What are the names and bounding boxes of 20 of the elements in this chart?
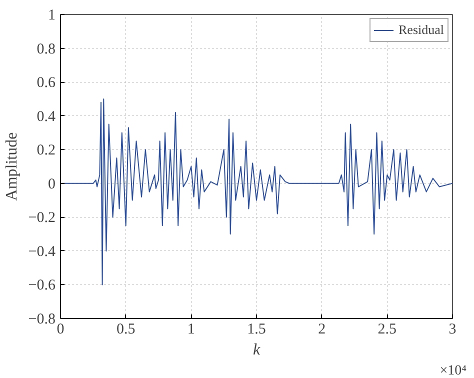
y-tick-label: −0.2 [28, 210, 56, 226]
y-tick-label: −0.6 [28, 278, 56, 294]
y-tick-label: 0 [48, 176, 56, 192]
y-tick-label: 0.2 [36, 142, 56, 159]
y-axis-title: Amplitude [3, 132, 20, 201]
y-tick-label: 0.4 [36, 108, 56, 125]
text: ×10⁴ [440, 364, 467, 378]
legend-label: Residual [398, 22, 444, 38]
x-tick-label: 1 [187, 322, 195, 338]
x-tick-label: 1.5 [247, 322, 266, 338]
y-tick-label: 1 [48, 8, 56, 24]
x-tick-label: 2 [318, 322, 326, 338]
y-tick-label: −0.8 [28, 312, 56, 328]
x-tick-label: 3 [448, 322, 456, 338]
x-axis-title: k [252, 342, 261, 358]
x-tick-label: 0.5 [116, 322, 136, 338]
y-tick-label: −0.4 [28, 244, 56, 260]
y-tick-label: 0.6 [36, 75, 56, 92]
y-tick-label: 0.8 [36, 41, 56, 58]
x-tick-label: 2.5 [378, 322, 397, 338]
